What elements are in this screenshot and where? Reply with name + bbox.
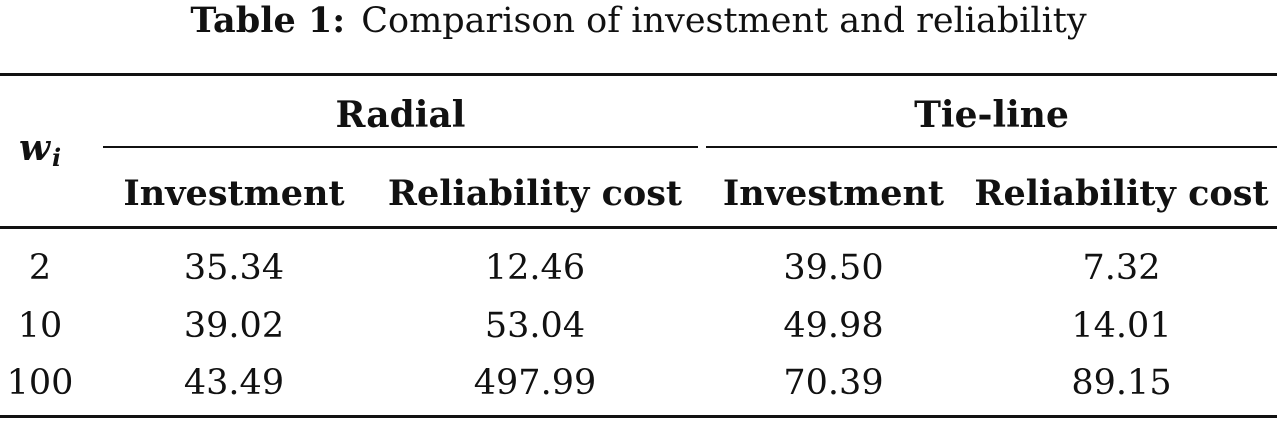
table-cell-radial-reliability-cost: 497.99 bbox=[473, 363, 597, 403]
radial-group-rule bbox=[103, 146, 698, 148]
table-cell-wi: 2 bbox=[28, 248, 52, 288]
table-caption-text: Comparison of investment and reliability bbox=[361, 1, 1087, 41]
table-bottom-rule bbox=[0, 415, 1277, 418]
table-caption: Table 1: Comparison of investment and rel… bbox=[0, 0, 1277, 46]
wi-subscript: i bbox=[51, 143, 62, 172]
wi-symbol: w bbox=[18, 127, 50, 169]
table-cell-radial-investment: 43.49 bbox=[183, 363, 285, 403]
table-cell-wi: 100 bbox=[6, 363, 74, 403]
table-cell-radial-investment: 39.02 bbox=[183, 306, 285, 346]
table-cell-tieline-reliability-cost: 14.01 bbox=[1071, 306, 1172, 346]
col-header-radial-reliability-cost: Reliability cost bbox=[387, 173, 683, 214]
table-cell-radial-reliability-cost: 12.46 bbox=[484, 248, 586, 288]
col-header-tieline-investment: Investment bbox=[722, 173, 945, 214]
tieline-group-rule bbox=[706, 146, 1277, 148]
table-top-rule bbox=[0, 73, 1277, 76]
table-cell-tieline-reliability-cost: 89.15 bbox=[1071, 363, 1172, 403]
table-cell-radial-reliability-cost: 53.04 bbox=[484, 306, 586, 346]
table-caption-label: Table 1: bbox=[190, 0, 346, 41]
table-cell-tieline-investment: 39.50 bbox=[783, 248, 884, 288]
col-header-tieline-reliability-cost: Reliability cost bbox=[974, 173, 1269, 214]
table-header-rule bbox=[0, 226, 1277, 229]
group-header-tieline: Tie-line bbox=[914, 94, 1069, 136]
col-header-radial-investment: Investment bbox=[123, 173, 345, 214]
table-cell-radial-investment: 35.34 bbox=[183, 248, 285, 288]
row-header-wi: wi bbox=[0, 126, 80, 180]
group-header-radial: Radial bbox=[335, 94, 466, 136]
table-cell-tieline-investment: 49.98 bbox=[783, 306, 884, 346]
table-cell-tieline-investment: 70.39 bbox=[783, 363, 884, 403]
table-cell-wi: 10 bbox=[17, 306, 63, 346]
table-cell-tieline-reliability-cost: 7.32 bbox=[1082, 248, 1161, 288]
